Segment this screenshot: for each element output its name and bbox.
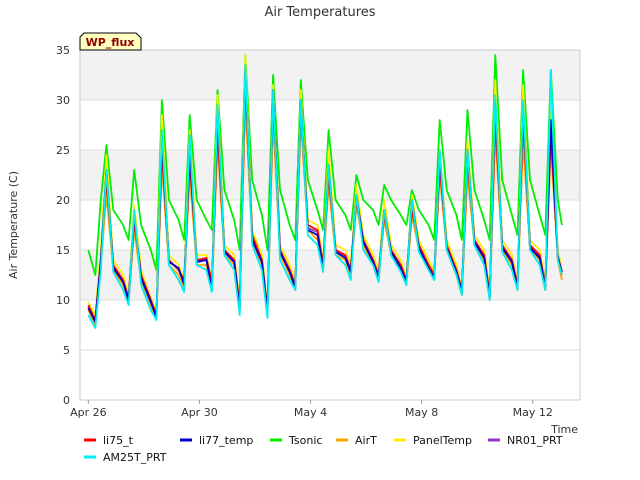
legend-label: Tsonic <box>288 434 322 447</box>
background-band <box>80 50 580 100</box>
y-axis-ticks: 0 5 10 15 20 25 30 35 <box>56 44 70 407</box>
y-tick-label: 25 <box>56 144 70 157</box>
legend-label: NR01_PRT <box>507 434 563 447</box>
x-tick-label: May 4 <box>294 406 327 419</box>
gridlines <box>80 49 580 401</box>
station-badge-shape <box>79 32 142 51</box>
x-tick-label: Apr 30 <box>181 406 218 419</box>
legend-label: AM25T_PRT <box>103 451 167 464</box>
legend-label: PanelTemp <box>413 434 472 447</box>
legend-label: li77_temp <box>199 434 253 447</box>
y-tick-label: 20 <box>56 194 70 207</box>
legend-label: li75_t <box>103 434 134 447</box>
y-axis-label: Air Temperature (C) <box>7 171 20 279</box>
x-axis-ticks: Apr 26 Apr 30 May 4 May 8 May 12 <box>70 400 553 419</box>
legend-label: AirT <box>355 434 377 447</box>
y-tick-label: 35 <box>56 44 70 57</box>
series-layer <box>87 54 563 329</box>
series-line-tsonic <box>87 54 563 276</box>
background-band <box>80 250 580 300</box>
x-tick-label: May 12 <box>513 406 553 419</box>
x-tick-label: May 8 <box>405 406 438 419</box>
plot-frame <box>79 49 581 401</box>
y-tick-label: 5 <box>63 344 70 357</box>
x-axis-label: Time <box>550 423 578 436</box>
legend: li75_t li77_temp Tsonic AirT PanelTemp NR01_P… <box>84 434 563 464</box>
x-tick-label: Apr 26 <box>70 406 107 419</box>
y-tick-label: 10 <box>56 294 70 307</box>
y-tick-label: 0 <box>63 394 70 407</box>
chart-title: Air Temperatures <box>264 5 375 20</box>
y-tick-label: 15 <box>56 244 70 257</box>
y-tick-label: 30 <box>56 94 70 107</box>
station-badge: WP_flux <box>79 32 142 51</box>
station-badge-label: WP_flux <box>86 36 135 49</box>
series-line-am25t-prt <box>87 64 563 329</box>
